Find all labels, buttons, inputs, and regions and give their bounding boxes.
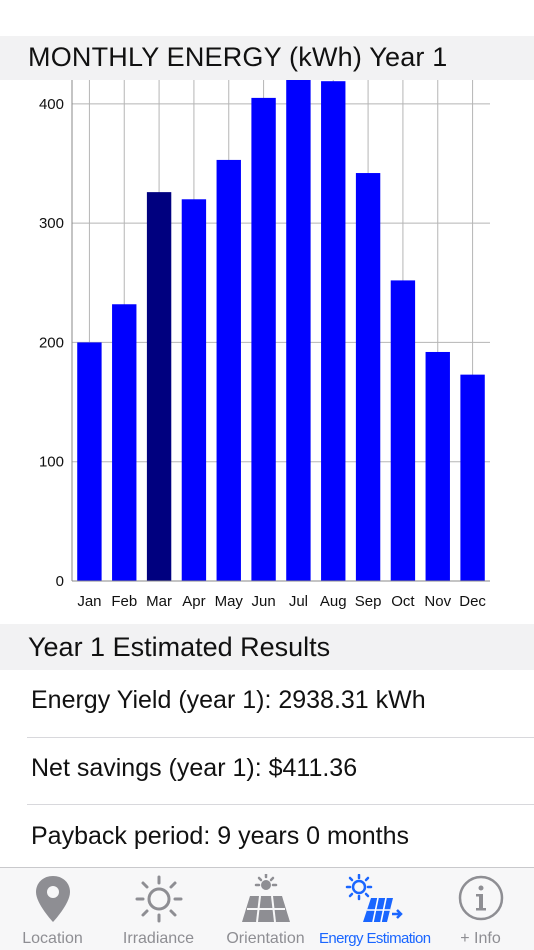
bar-jan	[77, 342, 102, 581]
x-tick-label: Feb	[111, 593, 137, 610]
net-savings-row: Net savings (year 1): $411.36	[0, 738, 534, 804]
tab-info[interactable]: + Info	[427, 868, 534, 950]
location-pin-icon	[35, 876, 70, 922]
x-tick-label: Sep	[355, 593, 382, 610]
x-tick-label: Dec	[459, 593, 486, 610]
status-bar-area	[0, 0, 534, 36]
bar-sep	[355, 173, 381, 581]
chart-section-header: MONTHLY ENERGY (kWh) Year 1	[0, 36, 534, 80]
tab-orientation[interactable]: Orientation	[212, 868, 319, 950]
x-tick-label: Mar	[146, 593, 172, 610]
bar-mar	[146, 192, 172, 581]
y-tick-label: 0	[56, 573, 64, 590]
y-tick-label: 200	[39, 334, 64, 351]
bar-dec	[460, 374, 485, 581]
payback-text: Payback period: 9 years 0 months	[31, 822, 409, 850]
net-savings-text: Net savings (year 1): $411.36	[31, 754, 358, 782]
bar-may	[216, 159, 241, 581]
y-tick-label: 400	[39, 96, 64, 113]
info-icon	[458, 875, 503, 921]
tab-irradiance[interactable]: Irradiance	[105, 868, 212, 950]
tab-label: Irradiance	[122, 930, 195, 947]
x-tick-label: Jan	[77, 593, 101, 610]
row-divider	[27, 804, 534, 805]
x-tick-label: Oct	[391, 593, 415, 610]
y-tick-label: 100	[39, 454, 64, 471]
sun-icon	[135, 875, 182, 923]
x-tick-label: Nov	[424, 593, 451, 610]
energy-yield-text: Energy Yield (year 1): 2938.31 kWh	[31, 686, 426, 714]
results-section-header: Year 1 Estimated Results	[0, 624, 534, 670]
y-tick-label: 300	[39, 215, 64, 232]
tab-location[interactable]: Location	[0, 868, 105, 950]
x-tick-label: Jun	[251, 593, 275, 610]
monthly-energy-chart: 0 100 200 300 400 Jan Feb Mar Apr May Jun Jul Aug Sep…	[0, 80, 534, 622]
bar-jun	[251, 97, 276, 581]
tab-label: Location	[22, 930, 83, 947]
results-title: Year 1 Estimated Results	[28, 632, 331, 662]
bar-jul	[286, 80, 311, 581]
bar-oct	[390, 280, 416, 581]
chart-title: MONTHLY ENERGY (kWh) Year 1	[28, 42, 448, 72]
bar-feb	[112, 304, 137, 581]
energy-yield-row: Energy Yield (year 1): 2938.31 kWh	[0, 670, 534, 736]
tab-label: Energy Estimation	[319, 930, 431, 947]
bar-apr	[181, 199, 207, 581]
row-divider	[27, 737, 534, 738]
x-tick-label: Jul	[289, 593, 308, 610]
tab-energy-estimation[interactable]: Energy Estimation	[319, 868, 431, 950]
bar-aug	[321, 81, 346, 581]
payback-row: Payback period: 9 years 0 months	[0, 806, 534, 872]
tab-label: + Info	[460, 930, 501, 947]
bar-nov	[425, 351, 450, 581]
bar-chart-svg: 0 100 200 300 400 Jan Feb Mar Apr May Jun Jul Aug Sep…	[39, 80, 490, 610]
tab-label: Orientation	[226, 930, 305, 947]
solar-panel-icon	[241, 874, 290, 923]
x-tick-label: May	[215, 593, 244, 610]
energy-estimation-icon	[345, 874, 403, 923]
x-tick-label: Apr	[182, 593, 205, 610]
tab-bar: Location Irradiance	[0, 867, 534, 950]
x-tick-label: Aug	[320, 593, 347, 610]
